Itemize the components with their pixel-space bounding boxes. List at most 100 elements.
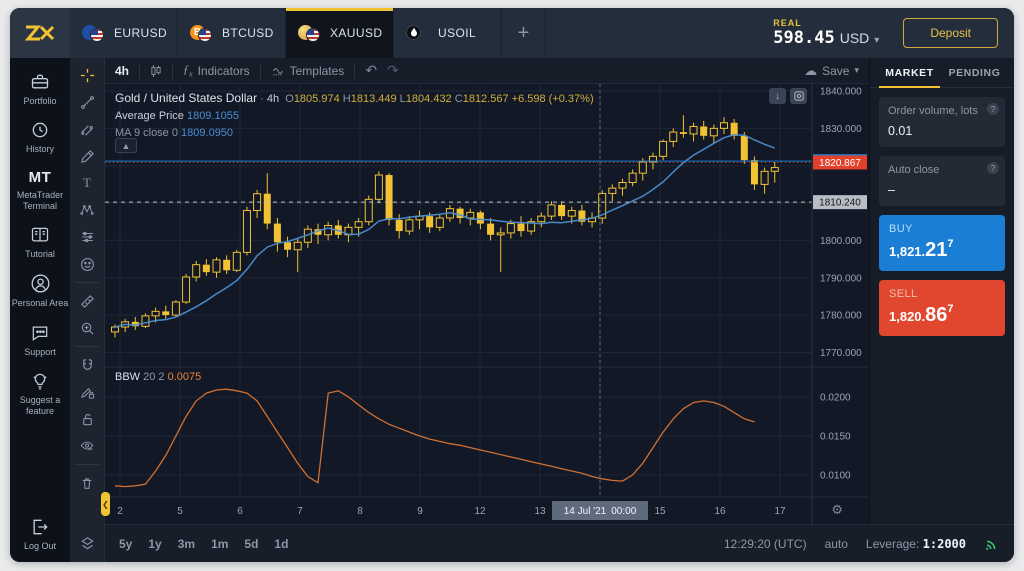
drawing-mode-lock-tool[interactable] [76,383,98,401]
sell-price: 1,820.867 [889,303,954,326]
connection-signal-icon [986,540,996,550]
help-icon[interactable]: ? [987,103,999,115]
range-1d[interactable]: 1d [274,536,289,551]
save-layout-button[interactable]: ☁ Save ▾ [804,62,859,78]
time-axis-settings-icon[interactable]: ⚙ [831,502,843,517]
xauusd-gold-icon [298,24,322,42]
sidebar-item-portfolio[interactable]: Portfolio [11,72,69,107]
range-5d[interactable]: 5d [244,536,259,551]
scroll-to-recent-button[interactable]: ↓ [769,88,786,104]
auto-close-field[interactable]: ? Auto close – [879,156,1005,206]
lightbulb-icon [33,373,47,390]
brand-logo-icon [24,25,55,41]
sidebar-item-history[interactable]: History [11,120,69,155]
clock-utc[interactable]: 12:29:20 (UTC) [723,536,807,551]
sell-button[interactable]: SELL 1,820.867 [879,280,1005,336]
lock-all-tool[interactable] [76,410,98,428]
order-volume-value[interactable]: 0.01 [888,124,913,138]
timezone-auto-button[interactable]: auto [824,536,848,551]
trading-app-window: EURUSD B BTCUSD XAUUSD USOIL + REAL 598.… [10,8,1014,562]
chart-canvas[interactable]: 1821.2171820.8671810.2401840.0001830.000… [101,84,869,524]
svg-text:12: 12 [474,506,486,517]
svg-text:1820.867: 1820.867 [819,158,861,169]
tab-eurusd[interactable]: EURUSD [70,8,178,58]
svg-text:5: 5 [177,506,183,517]
xabcd-pattern-tool[interactable] [76,201,98,219]
templates-button[interactable]: Templates [261,58,355,83]
measure-ruler-tool[interactable] [76,292,98,310]
remove-drawings-tool[interactable] [76,474,98,492]
tab-pending[interactable]: PENDING [948,66,1001,79]
svg-text:0.0100: 0.0100 [820,470,851,481]
svg-text:17: 17 [774,506,786,517]
tab-xauusd[interactable]: XAUUSD [286,8,394,58]
buy-button[interactable]: BUY 1,821.217 [879,215,1005,271]
brush-tool[interactable] [76,147,98,165]
history-clock-icon [32,122,48,138]
account-currency: USD [839,30,870,46]
svg-text:1800.000: 1800.000 [820,236,862,247]
magnet-tool[interactable] [76,356,98,374]
cloud-icon: ☁ [804,62,818,78]
account-summary[interactable]: REAL 598.45 USD ▾ [773,8,903,58]
sidebar-item-suggest-feature[interactable]: Suggest a feature [11,371,69,418]
range-3m[interactable]: 3m [177,536,196,551]
sidebar-item-metatrader[interactable]: MT MetaTrader Terminal [16,168,64,211]
scroll-left-handle[interactable]: ❮ [101,492,110,516]
tab-btcusd[interactable]: B BTCUSD [178,8,286,58]
redo-button[interactable]: ↷ [387,62,399,78]
left-sidebar: Portfolio History MT MetaTrader Terminal… [10,58,70,562]
chevron-down-icon: ▾ [854,65,859,75]
tab-market[interactable]: MARKET [879,58,940,88]
drawing-toolbar: T [70,58,105,562]
tab-usoil[interactable]: USOIL [394,8,502,58]
sidebar-item-personal-area[interactable]: Personal Area [11,273,69,309]
camera-icon [793,91,804,101]
help-icon[interactable]: ? [987,162,999,174]
order-volume-field[interactable]: ? Order volume, lots 0.01 [879,97,1005,147]
svg-text:1840.000: 1840.000 [820,87,862,98]
object-tree-tool[interactable] [76,534,98,552]
hide-drawings-tool[interactable] [76,437,98,455]
app-logo[interactable] [10,8,70,58]
mt-logo: MT [28,168,52,186]
emoji-tool[interactable] [76,255,98,273]
sidebar-item-logout[interactable]: Log Out [11,517,69,552]
usoil-drop-icon [406,24,430,42]
fx-icon: ƒx [183,62,193,79]
range-5y[interactable]: 5y [119,536,133,551]
trend-line-tool[interactable] [76,93,98,111]
range-1y[interactable]: 1y [148,536,162,551]
chart-type-button[interactable] [140,58,172,83]
undo-button[interactable]: ↶ [365,62,378,78]
person-icon [31,274,49,293]
svg-text:7: 7 [297,506,303,517]
account-type-badge: REAL [773,18,802,28]
timeframe-button[interactable]: 4h [115,63,130,78]
crosshair-tool[interactable] [76,66,98,84]
zoom-in-tool[interactable] [76,319,98,337]
svg-text:6: 6 [237,506,243,517]
screenshot-button[interactable] [790,88,807,104]
svg-text:15: 15 [654,506,666,517]
auto-close-value[interactable]: – [888,183,895,197]
deposit-button[interactable]: Deposit [903,18,998,48]
svg-text:9: 9 [417,506,423,517]
fib-retracement-tool[interactable] [76,120,98,138]
eurusd-flags-icon [82,24,106,42]
text-tool[interactable]: T [83,175,91,190]
add-instrument-button[interactable]: + [502,8,546,58]
indicators-button[interactable]: ƒx Indicators [183,62,250,79]
btcusd-icon: B [190,24,214,42]
sidebar-item-tutorial[interactable]: Tutorial [11,225,69,260]
price-chart[interactable]: 1821.2171820.8671810.2401840.0001830.000… [105,84,869,524]
toolbar-divider [75,346,99,347]
legend-collapse-button[interactable]: ▲ [115,138,137,153]
bottom-bar: 5y 1y 3m 1m 5d 1d 12:29:20 (UTC) auto Le… [105,524,1014,562]
forecast-tool[interactable] [76,228,98,246]
range-1m[interactable]: 1m [211,536,229,551]
svg-text:16: 16 [714,506,726,517]
sidebar-item-support[interactable]: Support [11,323,69,358]
top-bar: EURUSD B BTCUSD XAUUSD USOIL + REAL 598.… [10,8,1014,58]
account-caret-icon: ▾ [874,35,880,46]
